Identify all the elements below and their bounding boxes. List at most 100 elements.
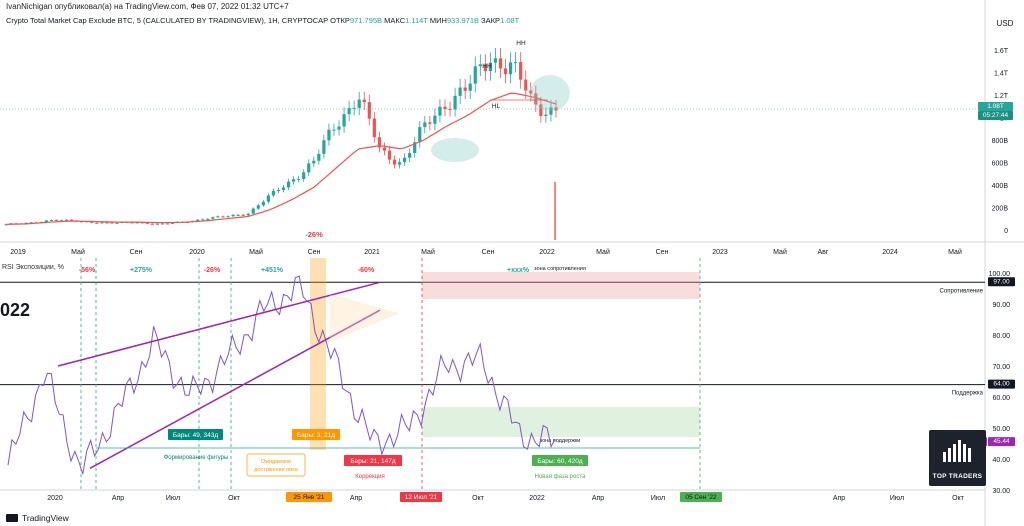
top-traders-logo: TOP TRADERS: [929, 430, 986, 486]
bars-label-1-box: [168, 429, 223, 440]
candle-body: [544, 114, 548, 116]
expected-peak-box: [246, 453, 306, 477]
moving-average-line: [5, 92, 557, 225]
candle-body: [297, 178, 301, 180]
time-tick-label-top: 2024: [882, 249, 898, 256]
time-highlight-3: 05 Сен '22: [685, 494, 717, 501]
pct-change-label: +451%: [261, 267, 284, 274]
time-tick-label-bottom: Июл: [890, 495, 904, 502]
candle-body: [54, 220, 59, 222]
candle-body: [231, 214, 235, 217]
candle-body: [554, 107, 558, 111]
last-price-badge: 1.08T: [987, 103, 1004, 110]
candle-body: [165, 223, 170, 225]
price-tick-label: 1.2T: [994, 93, 1009, 100]
rsi-tick-label: 90.00: [992, 302, 1010, 309]
time-highlight-1: 25 Янв '21: [293, 494, 324, 501]
candle-body: [90, 221, 94, 223]
candle-body: [135, 222, 139, 224]
candle-body: [115, 222, 119, 224]
candle-body: [100, 222, 104, 224]
candle-body: [488, 62, 493, 72]
candle-body: [327, 129, 331, 141]
candle-body: [453, 95, 457, 110]
candle-body: [503, 68, 508, 75]
candle-body: [44, 220, 48, 223]
candle-body: [221, 216, 225, 218]
candle-body: [160, 223, 165, 225]
candle-body: [236, 214, 240, 216]
price-tick-label: 400B: [992, 183, 1009, 190]
candle-body: [216, 216, 220, 218]
rsi-tick-label: 60.00: [992, 395, 1010, 402]
time-tick-label-bottom: Окт: [228, 495, 241, 502]
candle-body: [493, 58, 498, 63]
pct-change-label: +275%: [130, 267, 153, 274]
candle-body: [397, 162, 402, 165]
candle-body: [29, 222, 33, 224]
time-tick-label-top: 2022: [539, 249, 555, 256]
low-label: МИН: [429, 16, 447, 25]
candle-body: [332, 129, 336, 131]
rsi-tick-label: 50.00: [992, 426, 1010, 433]
candle-body: [49, 220, 54, 222]
resistance-level-badge: 97.00: [993, 278, 1010, 285]
candle-body: [357, 99, 361, 108]
time-tick-label-top: 2023: [712, 249, 728, 256]
candle-body: [428, 122, 432, 124]
candle-body: [342, 114, 346, 127]
currency-label: USD: [997, 19, 1014, 28]
candle-body: [241, 214, 245, 216]
candle-body: [418, 127, 422, 143]
candle-body: [130, 222, 134, 224]
bars-label-3: Бары: 21, 147д: [350, 458, 395, 465]
candle-body: [382, 147, 387, 151]
candle-body: [170, 222, 175, 224]
pct-change-label: -60%: [358, 267, 375, 274]
time-highlight-1-box: [286, 492, 332, 502]
candle-body: [413, 142, 417, 154]
time-tick-label-bottom: 2020: [47, 495, 63, 502]
bars-label-3-box: [344, 455, 402, 466]
candle-body: [266, 195, 270, 202]
candle-body: [473, 66, 477, 84]
symbol-title: Crypto Total Market Cap Exclude BTC, 5 (…: [6, 16, 329, 25]
candle-body: [408, 153, 412, 158]
lower-trendline: [89, 309, 381, 469]
rsi-current-badge: 45.44: [993, 438, 1010, 445]
price-tick-label: 200B: [992, 206, 1009, 213]
candle-body: [534, 93, 538, 105]
candle-body: [302, 172, 306, 179]
footer: TradingView: [6, 513, 69, 523]
candle-body: [312, 160, 316, 164]
resistance-level-badge-box: [988, 277, 1015, 287]
high-value: 1.114T: [405, 16, 428, 25]
price-tick-label: 1.6T: [994, 48, 1009, 55]
candle-body: [59, 220, 64, 222]
pct-change-label: +xxx%: [507, 267, 530, 274]
bars-label-2-box: [292, 429, 340, 440]
candle-body: [433, 115, 437, 124]
candle-body: [140, 222, 144, 224]
volume-bar: [554, 182, 556, 240]
time-tick-label-top: Авг: [818, 249, 829, 256]
candle-body: [292, 179, 296, 182]
bars-label-1: Бары: 49, 343д: [173, 432, 218, 439]
support-zone: [422, 407, 700, 437]
price-tick-label: 0: [1004, 228, 1008, 235]
time-tick-label-top: Май: [948, 248, 962, 256]
candle-body: [201, 219, 205, 221]
rsi-current-badge-box: [988, 437, 1015, 447]
rsi-tick-label: 100.00: [989, 271, 1011, 278]
candle-body: [483, 64, 487, 72]
candle-body: [367, 102, 371, 119]
rsi-tick-label: 70.00: [992, 364, 1010, 371]
time-tick-label-top: Май: [596, 248, 610, 256]
candle-body: [286, 181, 291, 188]
price-tick-label: 600B: [992, 161, 1009, 168]
candle-body: [246, 213, 250, 216]
candle-body: [372, 118, 376, 138]
candle-body: [276, 189, 281, 191]
big-year-text: 022: [0, 300, 31, 320]
